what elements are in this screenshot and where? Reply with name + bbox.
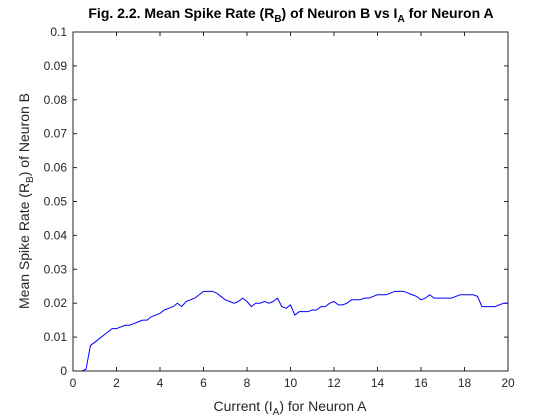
x-tick-label: 6: [200, 376, 207, 390]
chart-title-middle: ) of Neuron B vs I: [282, 5, 398, 21]
x-tick-label: 18: [458, 376, 472, 390]
x-tick-label: 20: [501, 376, 515, 390]
x-axis-label-suffix: ) for Neuron A: [279, 398, 367, 414]
x-tick-label: 14: [371, 376, 385, 390]
plot-background: [73, 32, 508, 371]
y-tick-label: 0.09: [44, 59, 68, 73]
y-axis-label-sub: B: [25, 176, 36, 183]
x-axis-label-prefix: Current (I: [214, 398, 273, 414]
x-axis-label: Current (IA) for Neuron A: [214, 398, 368, 418]
x-tick-label: 4: [157, 376, 164, 390]
tick-labels-layer: 0 2 4 6 8 10 12 14 16 18 20 0 0.01 0.02 0.03 0.04 0.05 0.…: [44, 25, 515, 390]
y-tick-label: 0.04: [44, 228, 68, 242]
x-tick-label: 2: [113, 376, 120, 390]
chart-title-prefix: Fig. 2.2. Mean Spike Rate (R: [88, 5, 274, 21]
plot-box: [72, 31, 509, 372]
y-tick-label: 0.05: [44, 195, 68, 209]
y-axis-label: Mean Spike Rate (RB) of Neuron B: [16, 93, 36, 309]
y-axis-label-suffix: ) of Neuron B: [16, 93, 32, 176]
y-tick-label: 0.06: [44, 161, 68, 175]
ticks-layer: [72, 31, 509, 372]
x-tick-label: 10: [284, 376, 298, 390]
y-tick-label: 0.03: [44, 262, 68, 276]
x-tick-label: 0: [70, 376, 77, 390]
series-line: [73, 290, 508, 372]
x-tick-label: 16: [414, 376, 428, 390]
x-tick-label: 12: [327, 376, 341, 390]
y-tick-label: 0.07: [44, 127, 68, 141]
plot-area: [73, 32, 508, 371]
y-tick-label: 0.08: [44, 93, 68, 107]
x-axis-label-sub: A: [273, 407, 280, 418]
y-tick-label: 0.01: [44, 330, 68, 344]
x-tick-label: 8: [244, 376, 251, 390]
y-tick-label: 0: [60, 364, 67, 378]
y-axis-label-prefix: Mean Spike Rate (R: [16, 183, 32, 309]
chart-title-suffix: for Neuron A: [405, 5, 494, 21]
y-tick-label: 0.1: [50, 25, 67, 39]
chart-title-sub-a: A: [397, 14, 404, 25]
chart-title: Fig. 2.2. Mean Spike Rate (RB) of Neuron…: [88, 5, 493, 25]
y-tick-label: 0.02: [44, 296, 68, 310]
chart-title-sub-b: B: [274, 14, 281, 25]
